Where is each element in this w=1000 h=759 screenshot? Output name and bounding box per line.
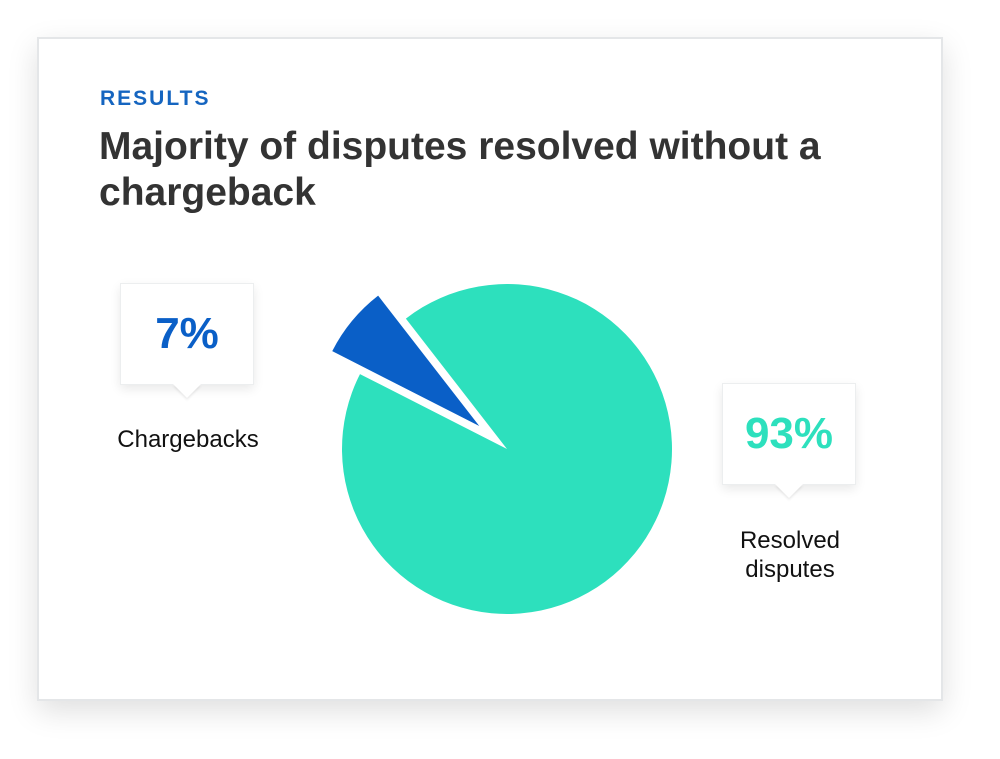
resolved-value: 93% <box>744 409 834 458</box>
resolved-label: Resolved disputes <box>739 527 841 583</box>
eyebrow-label: RESULTS <box>100 87 211 110</box>
chargebacks-callout: 7% <box>120 283 254 385</box>
resolved-callout: 93% <box>722 383 856 485</box>
chargebacks-label: Chargebacks <box>117 426 259 453</box>
pie-slice-chargebacks <box>332 295 480 427</box>
pie-slice-resolved-disputes <box>341 283 672 614</box>
chart-title: Majority of disputes resolved without a … <box>99 125 821 214</box>
chargebacks-value: 7% <box>155 309 219 358</box>
